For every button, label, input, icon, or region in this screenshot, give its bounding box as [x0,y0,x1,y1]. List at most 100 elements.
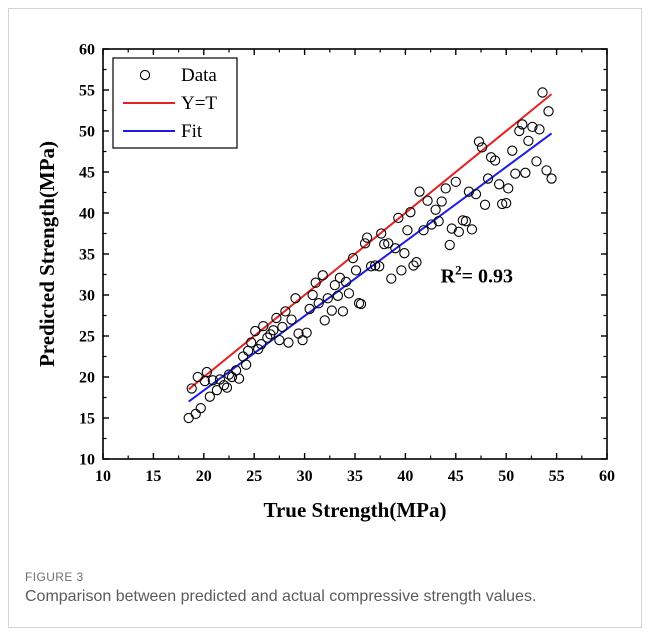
data-point [322,293,333,304]
series-line-fit [188,132,553,403]
data-point [201,366,212,378]
data-point [430,204,441,215]
data-point [343,288,355,299]
data-point [262,332,273,343]
data-point [470,188,482,200]
data-point [286,314,297,325]
data-point [399,248,410,259]
data-point [359,238,371,249]
data-point [450,176,461,187]
data-point [497,198,508,210]
x-tick-label: 40 [397,468,413,485]
y-tick-label: 35 [79,247,95,264]
data-point [466,224,478,235]
data-point [543,106,554,117]
data-point [326,305,337,316]
data-point [218,380,230,391]
data-point [489,155,501,166]
y-axis-title: Predicted Strength(MPa) [35,141,59,367]
data-point [355,298,367,310]
data-point [221,382,233,393]
data-point [386,273,397,284]
data-point [422,195,433,206]
data-point [473,136,485,147]
x-tick-label: 20 [196,468,212,485]
x-tick-label: 10 [95,468,111,485]
data-point [310,277,321,288]
data-point [365,261,377,272]
data-point [304,303,315,315]
data-point [531,156,542,167]
data-point [190,408,201,420]
data-point [514,125,525,137]
data-point [379,239,390,250]
data-point [446,223,457,234]
data-point [507,145,518,156]
data-point [440,183,451,194]
data-point [463,186,475,197]
data-point [433,216,444,227]
data-point [453,226,464,238]
x-axis-title: True Strength(MPa) [264,498,447,522]
data-point [393,212,404,224]
data-point [246,337,257,348]
x-tick-label: 25 [246,468,262,485]
data-point [253,343,264,355]
y-tick-label: 40 [79,206,95,223]
figure-label: FIGURE 3 [25,570,84,584]
y-tick-label: 15 [79,411,95,428]
data-point [503,183,514,194]
data-point [307,289,318,301]
y-tick-label: 60 [79,42,95,59]
data-point [192,371,203,383]
data-point [317,270,328,281]
data-point [537,87,548,98]
data-point [501,198,512,209]
data-point [271,312,282,324]
data-point [527,121,538,133]
x-tick-label: 30 [297,468,313,485]
data-point [283,337,294,348]
data-point [250,325,261,337]
data-point [301,327,312,338]
data-point [340,276,352,288]
data-point [183,412,194,424]
data-point [541,165,552,176]
data-point [376,228,387,239]
data-point [374,261,385,272]
data-point [347,252,359,264]
data-point [402,225,413,236]
data-point [405,207,416,218]
data-point [520,167,531,178]
legend-marker-data [139,69,151,81]
data-point [204,391,215,402]
data-point [186,383,197,394]
data-point [258,321,269,332]
data-point [274,334,285,346]
data-point [414,186,425,197]
r-squared-value: = 0.93 [462,266,513,288]
data-point [350,265,362,276]
legend-label: Y=T [181,93,217,114]
data-point [408,260,419,271]
data-point [534,124,545,135]
data-point [517,119,528,130]
r-squared-prefix: R [441,266,456,288]
y-tick-label: 30 [79,288,95,305]
data-point [280,306,291,317]
y-tick-label: 10 [79,452,95,469]
data-point [337,306,349,317]
data-point [268,325,279,336]
data-point [361,232,373,243]
data-point [207,375,219,386]
data-point [383,238,394,249]
x-tick-label: 55 [549,468,565,485]
data-point [436,196,447,207]
figure-card: 10 15 20 25 30 35 40 45 50 55 60 10 15 20 25 30 35 40 45 50… [8,8,642,628]
y-tick-label: 45 [79,165,95,182]
data-point [240,359,252,370]
x-tick-label: 35 [347,468,363,485]
data-point [319,315,330,326]
legend-label: Fit [181,121,203,142]
data-point [396,265,407,276]
